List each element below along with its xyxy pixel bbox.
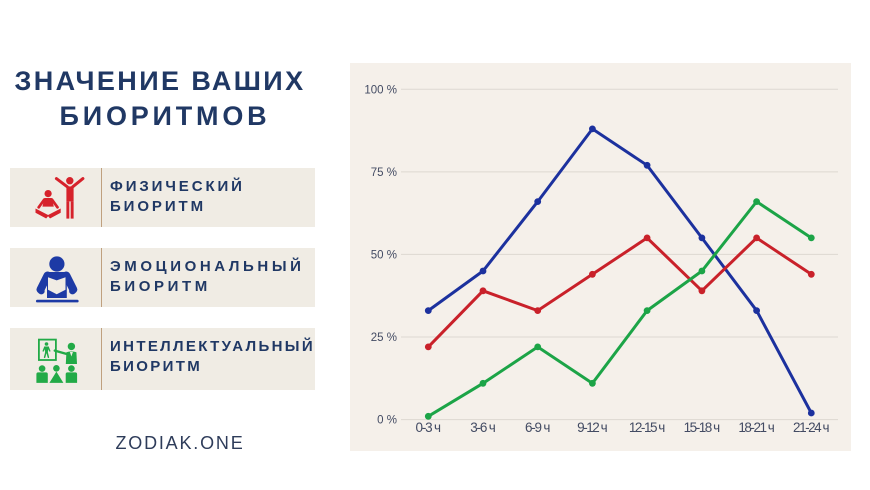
svg-text:6-9 ч: 6-9 ч — [525, 420, 551, 435]
svg-text:25 %: 25 % — [371, 332, 397, 344]
svg-text:0-3 ч: 0-3 ч — [416, 420, 442, 435]
svg-text:3-6 ч: 3-6 ч — [470, 420, 496, 435]
svg-text:75 %: 75 % — [371, 167, 397, 179]
svg-text:21-24 ч: 21-24 ч — [793, 420, 830, 435]
svg-text:9-12 ч: 9-12 ч — [577, 420, 608, 435]
svg-text:0 %: 0 % — [377, 415, 397, 427]
svg-text:18-21 ч: 18-21 ч — [738, 420, 775, 435]
svg-text:100 %: 100 % — [364, 84, 397, 96]
svg-text:15-18 ч: 15-18 ч — [684, 420, 721, 435]
svg-text:50 %: 50 % — [371, 250, 397, 262]
svg-text:12-15 ч: 12-15 ч — [629, 420, 666, 435]
